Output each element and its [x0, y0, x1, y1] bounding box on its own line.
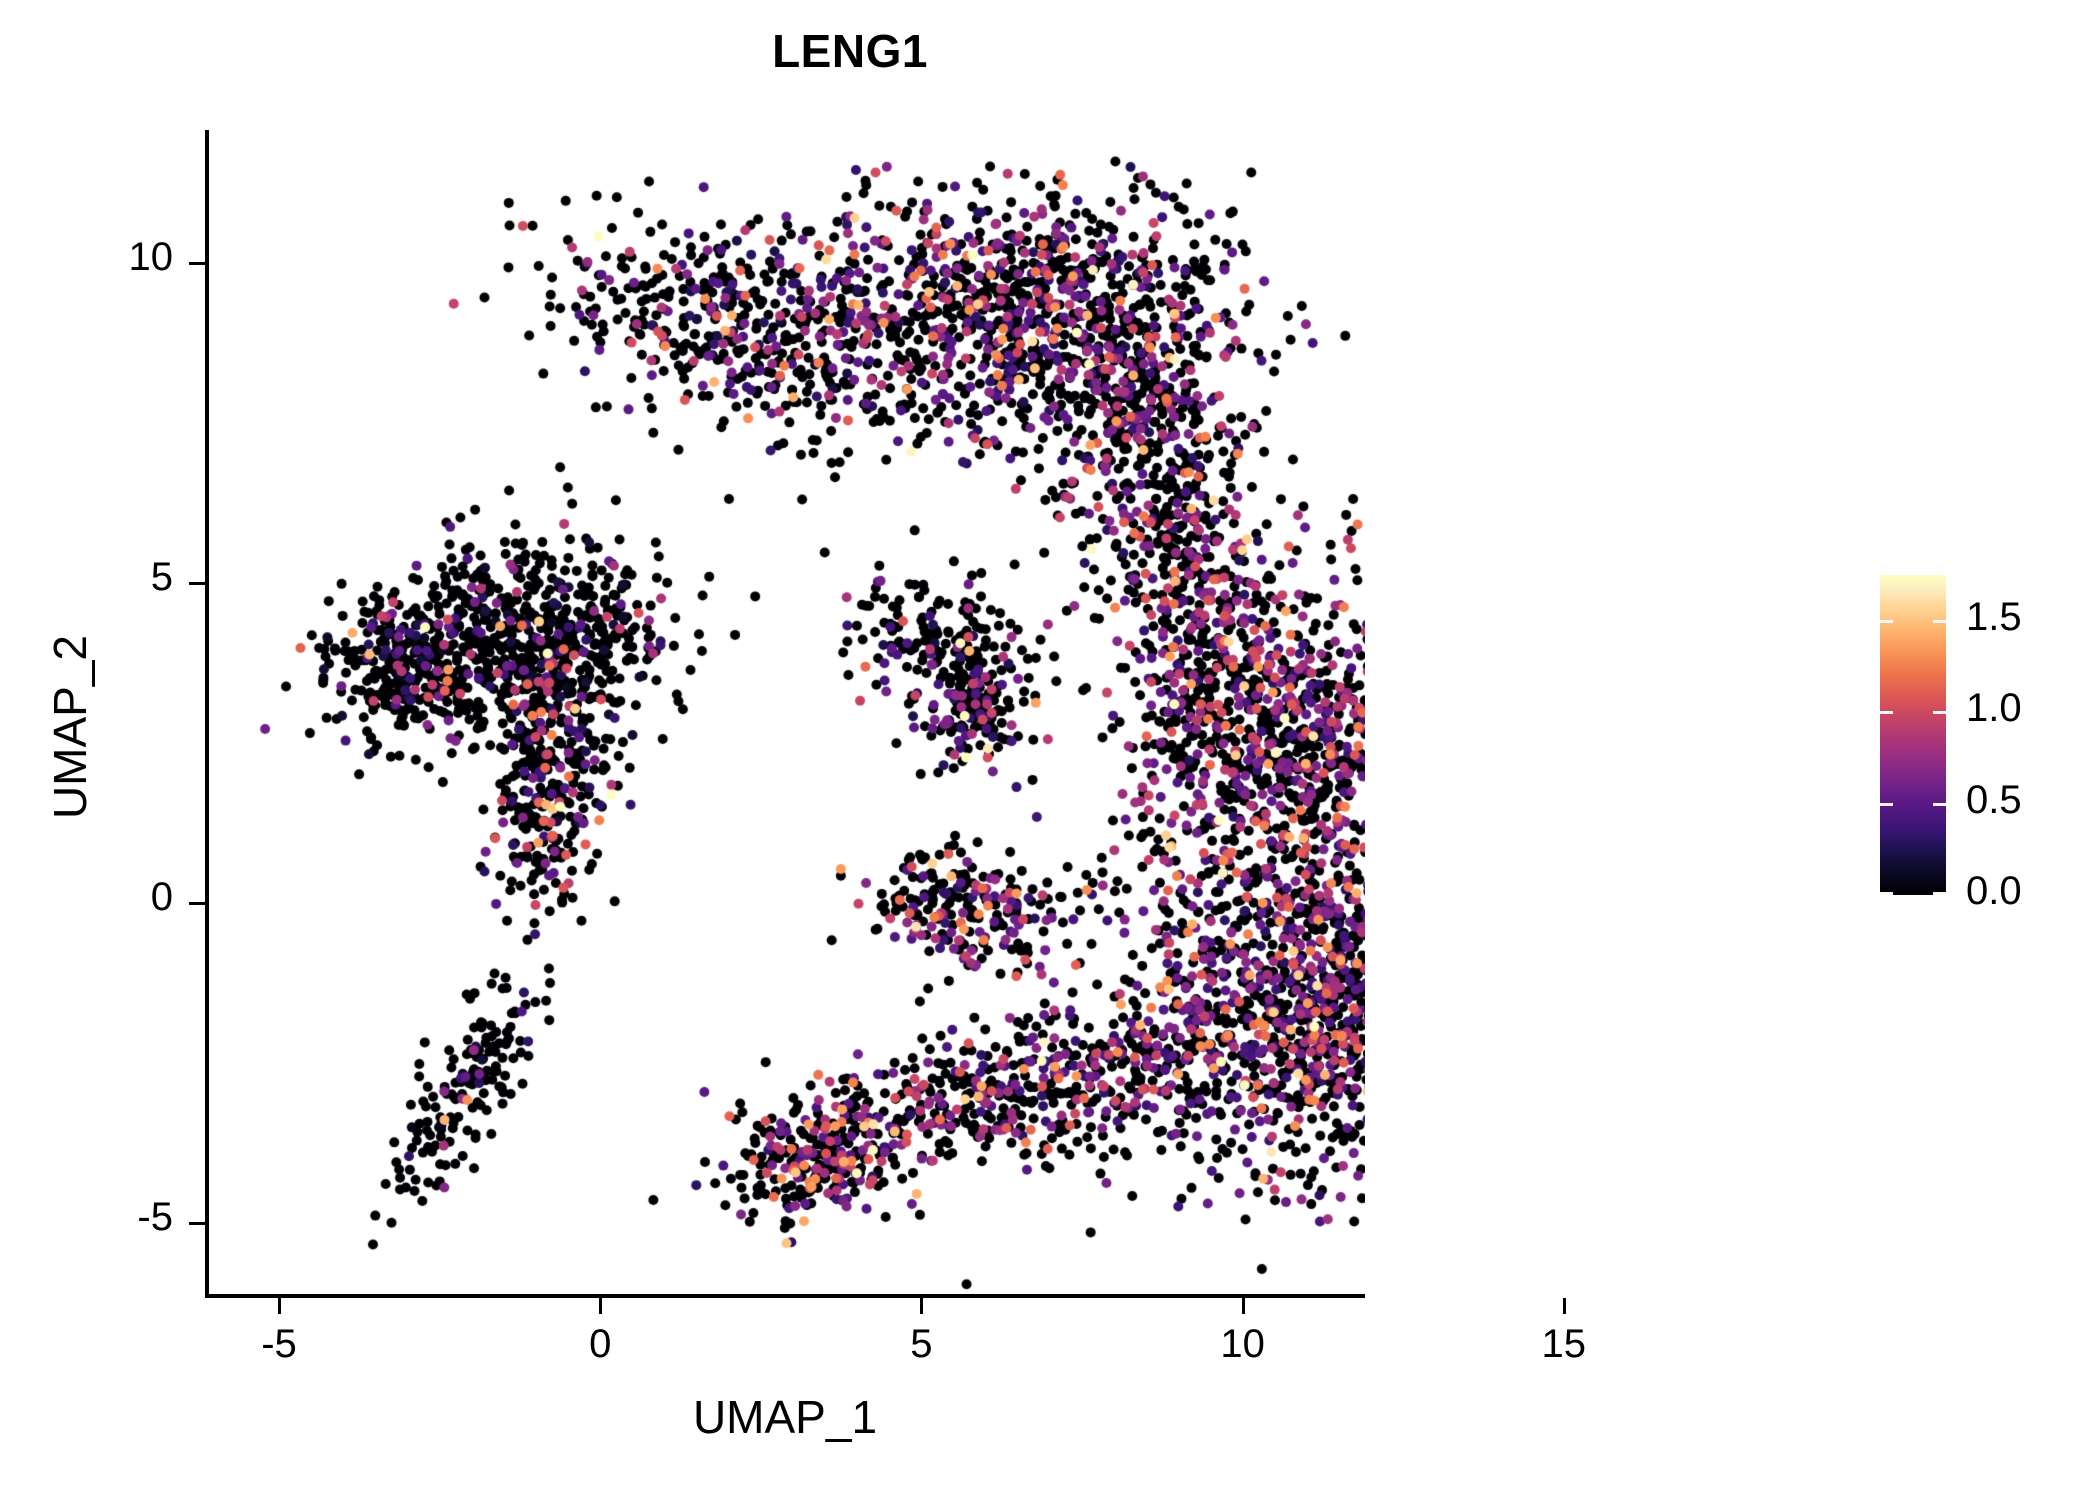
- scatter-points-canvas: [205, 130, 1365, 1295]
- x-tick-mark: [599, 1298, 603, 1314]
- x-tick-mark: [278, 1298, 281, 1314]
- legend-tick-label: 0.0: [1966, 869, 2022, 913]
- y-tick-mark: [189, 262, 205, 265]
- y-axis-label: UMAP_2: [44, 634, 96, 820]
- legend-tick-mark: [1880, 802, 1946, 806]
- x-axis-line: [205, 1294, 1365, 1298]
- legend-tick-mark: [1880, 892, 1946, 895]
- x-axis-label: UMAP_1: [692, 1391, 878, 1443]
- legend-tick-label: 1.5: [1966, 594, 2022, 639]
- x-tick-label: 5: [910, 1322, 933, 1366]
- y-tick-label: 0: [150, 875, 173, 919]
- legend-colorbar: [1880, 575, 1946, 895]
- y-axis-line: [205, 130, 209, 1298]
- plot-panel: [205, 130, 1365, 1295]
- x-tick-mark: [1241, 1298, 1245, 1314]
- x-tick-mark: [1562, 1298, 1566, 1314]
- y-tick-mark: [189, 902, 205, 905]
- legend-tick-label: 1.0: [1966, 686, 2022, 731]
- y-tick-label: 10: [128, 235, 174, 279]
- y-tick-label: -5: [137, 1195, 173, 1239]
- x-tick-label: 10: [1220, 1322, 1265, 1366]
- page-title: LENG1: [772, 25, 928, 77]
- x-tick-label: -5: [261, 1322, 297, 1366]
- y-tick-mark: [189, 1222, 205, 1225]
- legend-tick-label: 0.5: [1966, 777, 2022, 822]
- legend-tick-mark: [1880, 711, 1946, 715]
- y-tick-label: 5: [150, 555, 173, 599]
- x-tick-label: 15: [1541, 1322, 1587, 1366]
- y-tick-mark: [189, 582, 205, 585]
- x-tick-mark: [920, 1298, 924, 1314]
- x-tick-label: 0: [589, 1322, 612, 1366]
- legend-tick-mark: [1880, 619, 1946, 623]
